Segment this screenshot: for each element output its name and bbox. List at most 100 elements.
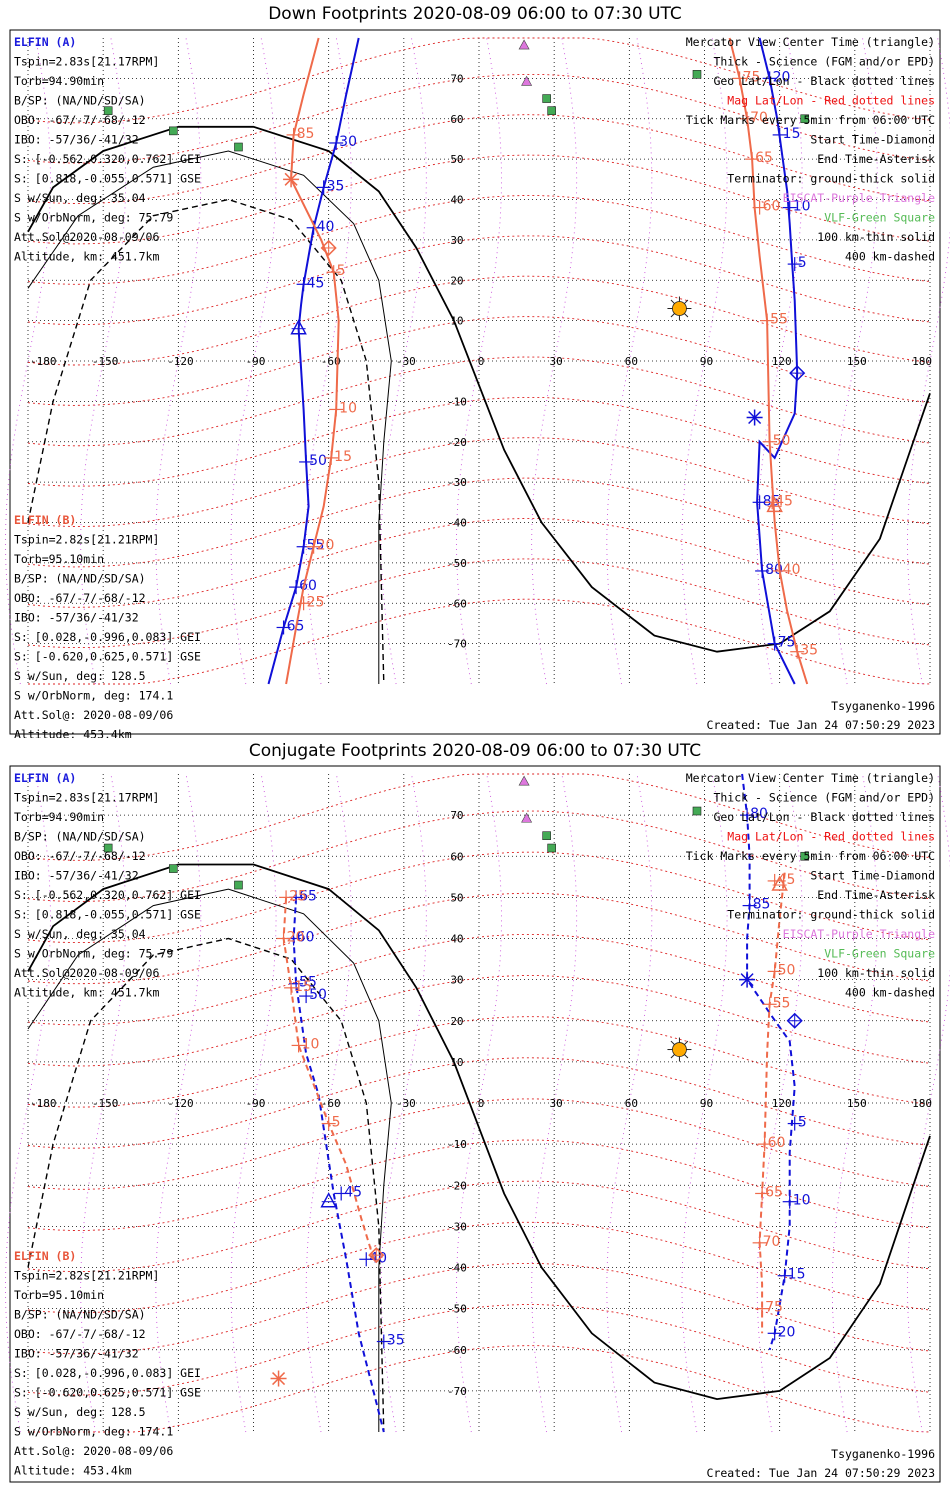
elfin-b-track-line <box>758 872 786 1334</box>
x-tick-label: -90 <box>246 1097 266 1110</box>
y-tick-label: -50 <box>447 1303 467 1316</box>
elfin-b-info-line: S: [-0.620,0.625,0.571] GSE <box>14 649 201 663</box>
elfin-b-tick-label: 15 <box>334 449 352 465</box>
vlf-square <box>234 142 243 152</box>
x-tick-label: -150 <box>92 1097 119 1110</box>
sun-icon <box>667 1037 692 1062</box>
elfin-b-info-line: Altitude: 453.4km <box>14 1463 132 1477</box>
y-tick-label: -20 <box>447 1179 467 1192</box>
center-time-triangle <box>290 319 307 335</box>
legend-item: Geo Lat/Lon - Black dotted lines <box>713 74 935 88</box>
elfin-b-tick-label: 25 <box>289 888 307 904</box>
elfin-b-track-line <box>282 897 375 1260</box>
elfin-b-info-line: S w/Sun, deg: 128.5 <box>14 669 146 683</box>
legend-item: Thick - Science (FGM and/or EPD) <box>713 791 935 805</box>
elfin-a-tick-label: 65 <box>299 888 317 904</box>
y-tick-label: 50 <box>450 153 463 166</box>
plot-frame <box>9 29 941 735</box>
elfin-b-info-line: S: [0.028,-0.996,0.083] GEI <box>14 1366 201 1380</box>
elfin-b-name: ELFIN (B) <box>14 513 76 527</box>
elfin-b-info-line: Att.Sol@: 2020-08-09/06 <box>14 1444 173 1458</box>
eiscat-triangle <box>521 75 533 86</box>
x-tick-label: -30 <box>396 355 416 368</box>
elfin-a-tick-label: 5 <box>798 1115 807 1131</box>
x-tick-label: 30 <box>550 1097 563 1110</box>
legend-item: 100 km-thin solid <box>817 966 935 980</box>
y-tick-label: 40 <box>450 933 463 946</box>
elfin-a-tick-label: 35 <box>327 178 345 194</box>
x-tick-label: 180 <box>912 355 932 368</box>
elfin-b-info-line: OBO: -67/-7/-68/-12 <box>14 591 146 605</box>
end-time-asterisk <box>739 971 756 988</box>
model-label: Tsyganenko-1996 <box>831 1447 935 1461</box>
elfin-b-tick-label: 55 <box>770 312 788 328</box>
elfin-a-info-line: S: [-0.562,0.320,0.762] GEI <box>14 152 201 166</box>
elfin-a-tick-label: 40 <box>317 219 335 235</box>
elfin-b-tick-label: 50 <box>773 433 791 449</box>
x-tick-label: 120 <box>772 1097 792 1110</box>
elfin-a-info-line: OBO: -67/-7/-68/-12 <box>14 849 146 863</box>
elfin-b-tick-label: 10 <box>339 400 357 416</box>
y-tick-label: 70 <box>450 809 463 822</box>
elfin-b-info-line: S w/Sun, deg: 128.5 <box>14 1405 146 1419</box>
y-tick-label: 60 <box>450 850 463 863</box>
x-tick-label: 0 <box>478 1097 485 1110</box>
elfin-a-tick-label: 10 <box>793 199 811 215</box>
x-tick-label: -180 <box>30 1097 57 1110</box>
elfin-b-info-line: Tspin=2.82s[21.21RPM] <box>14 532 159 546</box>
vlf-square <box>800 114 810 124</box>
legend-item: VLF-Green Square <box>824 947 935 961</box>
legend-item: Tick Marks every 5min from 06:00 UTC <box>686 113 935 127</box>
elfin-b-info-line: S w/OrbNorm, deg: 174.1 <box>14 688 173 702</box>
elfin-a-info-line: S w/Sun, deg: 35.04 <box>14 191 146 205</box>
elfin-a-name: ELFIN (A) <box>14 771 76 785</box>
x-tick-label: 180 <box>912 1097 932 1110</box>
elfin-a-info-line: Altitude, km: 451.7km <box>14 986 159 1000</box>
legend-item: 400 km-dashed <box>845 986 935 1000</box>
x-tick-label: -30 <box>396 1097 416 1110</box>
x-tick-label: -60 <box>321 1097 341 1110</box>
elfin-b-track-line <box>285 37 340 685</box>
x-tick-label: 150 <box>847 355 867 368</box>
elfin-a-info-line: B/SP: (NA/ND/SD/SA) <box>14 830 146 844</box>
elfin-a-tick-label: 10 <box>793 1193 811 1209</box>
legend-item: Terminator: ground-thick solid <box>727 908 935 922</box>
axis-labels: -180 -150 -120 -90 -60 -30 0 30 60 90 120 150 180 -70… <box>30 809 932 1398</box>
center-time-triangle <box>320 1192 337 1208</box>
elfin-b-tick-label: 20 <box>317 538 335 554</box>
elfin-a-info-line: S w/OrbNorm, deg: 75.79 <box>14 947 173 961</box>
conjugate-footprint-map: -180 -150 -120 -90 -60 -30 0 30 60 90 120 150 180 -70… <box>0 764 950 1486</box>
elfin-b-track-line <box>728 37 809 685</box>
x-tick-label: 150 <box>847 1097 867 1110</box>
elfin-a-tick-label: 50 <box>309 987 327 1003</box>
x-tick-label: -150 <box>92 355 119 368</box>
elfin-a-tick-label: 20 <box>778 1324 796 1340</box>
elfin-b-tick-label: 15 <box>294 979 312 995</box>
elfin-a-tick-label: 30 <box>339 134 357 150</box>
center-time-triangle <box>771 875 788 891</box>
elfin-b-name: ELFIN (B) <box>14 1249 76 1263</box>
elfin-a-tick-label: 35 <box>387 1333 405 1349</box>
elfin-b-info-line: Torb=95.10min <box>14 1288 104 1302</box>
legend-item: EISCAT-Purple Triangle <box>783 927 935 941</box>
legend-item: Mercator View Center Time (triangle) <box>686 35 935 49</box>
legend-item: Geo Lat/Lon - Black dotted lines <box>713 810 935 824</box>
elfin-b-tick-label: 35 <box>800 643 818 659</box>
legend-item: 100 km-thin solid <box>817 230 935 244</box>
x-tick-label: 90 <box>700 355 713 368</box>
elfin-a-tick-label: 85 <box>753 897 771 913</box>
elfin-a-info-line: IBO: -57/36/-41/32 <box>14 133 139 147</box>
eiscat-triangle <box>518 39 530 50</box>
panel-title-down: Down Footprints 2020-08-09 06:00 to 07:3… <box>268 4 682 24</box>
elfin-b-tick-label: 45 <box>775 493 793 509</box>
elfin-a-tick-label: 20 <box>773 69 791 85</box>
end-time-asterisk <box>270 1370 287 1387</box>
center-time-triangle <box>766 496 783 513</box>
mag-grid <box>4 773 950 1433</box>
elfin-b-info-line: B/SP: (NA/ND/SD/SA) <box>14 571 146 585</box>
y-tick-label: -70 <box>447 1385 467 1398</box>
elfin-a-tick-label: 60 <box>297 930 315 946</box>
elfin-b-info-line: IBO: -57/36/-41/32 <box>14 1346 139 1360</box>
